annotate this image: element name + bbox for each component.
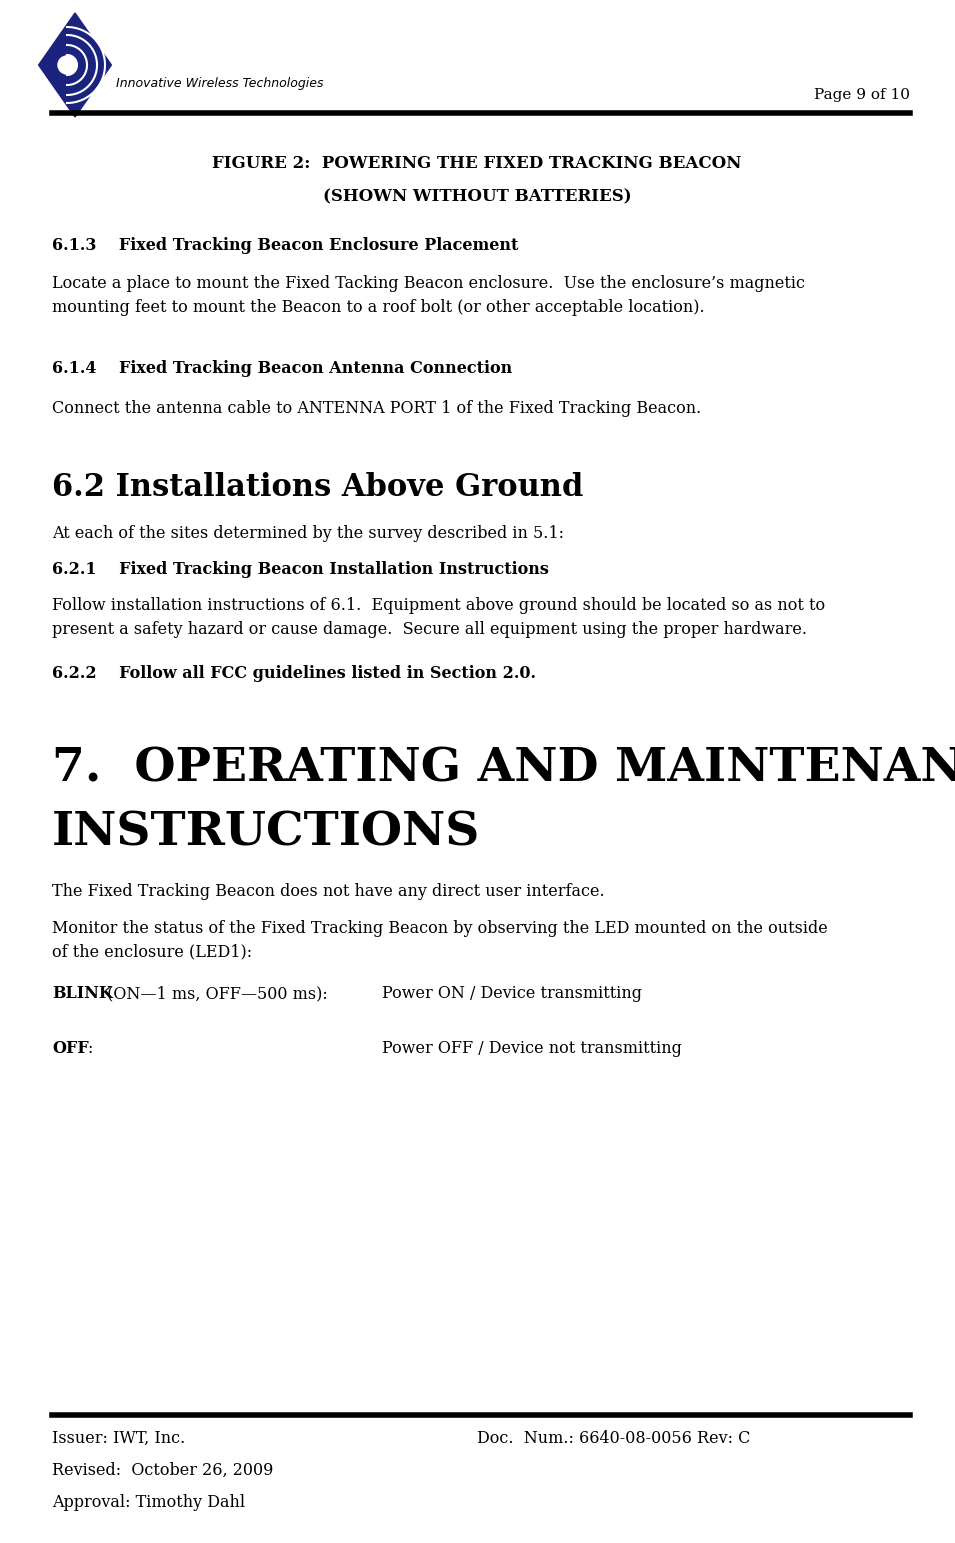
Text: Doc.  Num.: 6640-08-0056 Rev: C: Doc. Num.: 6640-08-0056 Rev: C: [477, 1430, 751, 1447]
Text: Revised:  October 26, 2009: Revised: October 26, 2009: [52, 1463, 273, 1480]
Text: Locate a place to mount the Fixed Tacking Beacon enclosure.  Use the enclosure’s: Locate a place to mount the Fixed Tackin…: [52, 275, 805, 315]
Text: BLINK: BLINK: [52, 984, 113, 1001]
Text: (ON—1 ms, OFF—500 ms):: (ON—1 ms, OFF—500 ms):: [102, 984, 328, 1001]
Text: Connect the antenna cable to ANTENNA PORT 1 of the Fixed Tracking Beacon.: Connect the antenna cable to ANTENNA POR…: [52, 400, 701, 417]
Text: OFF: OFF: [52, 1040, 89, 1057]
Text: :: :: [87, 1040, 93, 1057]
Text: Power OFF / Device not transmitting: Power OFF / Device not transmitting: [382, 1040, 682, 1057]
Text: At each of the sites determined by the survey described in 5.1:: At each of the sites determined by the s…: [52, 525, 564, 542]
Text: 6.1.4    Fixed Tracking Beacon Antenna Connection: 6.1.4 Fixed Tracking Beacon Antenna Conn…: [52, 360, 512, 376]
Text: Follow installation instructions of 6.1.  Equipment above ground should be locat: Follow installation instructions of 6.1.…: [52, 597, 825, 637]
Text: 7.  OPERATING AND MAINTENANCE: 7. OPERATING AND MAINTENANCE: [52, 745, 955, 792]
Text: 6.2.1    Fixed Tracking Beacon Installation Instructions: 6.2.1 Fixed Tracking Beacon Installation…: [52, 562, 549, 579]
Text: FIGURE 2:  POWERING THE FIXED TRACKING BEACON: FIGURE 2: POWERING THE FIXED TRACKING BE…: [212, 154, 742, 171]
Text: 6.2 Installations Above Ground: 6.2 Installations Above Ground: [52, 472, 584, 503]
Text: Power ON / Device transmitting: Power ON / Device transmitting: [382, 984, 642, 1001]
Text: The Fixed Tracking Beacon does not have any direct user interface.: The Fixed Tracking Beacon does not have …: [52, 883, 605, 900]
Text: Approval: Timothy Dahl: Approval: Timothy Dahl: [52, 1494, 245, 1511]
Text: Innovative Wireless Technologies: Innovative Wireless Technologies: [117, 77, 324, 89]
Text: 6.1.3    Fixed Tracking Beacon Enclosure Placement: 6.1.3 Fixed Tracking Beacon Enclosure Pl…: [52, 238, 519, 255]
Text: Monitor the status of the Fixed Tracking Beacon by observing the LED mounted on : Monitor the status of the Fixed Tracking…: [52, 920, 828, 960]
Text: 6.2.2    Follow all FCC guidelines listed in Section 2.0.: 6.2.2 Follow all FCC guidelines listed i…: [52, 665, 536, 682]
Text: Issuer: IWT, Inc.: Issuer: IWT, Inc.: [52, 1430, 185, 1447]
Text: INSTRUCTIONS: INSTRUCTIONS: [52, 810, 480, 856]
Text: Page 9 of 10: Page 9 of 10: [814, 88, 910, 102]
Text: (SHOWN WITHOUT BATTERIES): (SHOWN WITHOUT BATTERIES): [323, 188, 631, 205]
Circle shape: [58, 56, 76, 74]
Polygon shape: [38, 12, 112, 117]
